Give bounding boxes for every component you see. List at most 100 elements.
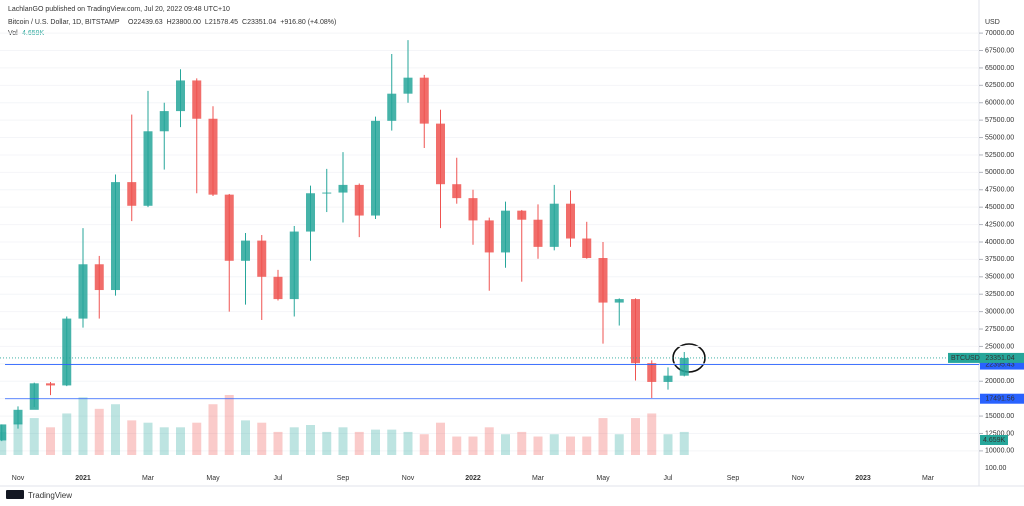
candle-body — [127, 182, 137, 206]
brand-logo — [6, 490, 24, 499]
candle-body — [582, 238, 592, 259]
y-tick-label: 15000.00 — [985, 413, 1014, 420]
candle-body — [273, 276, 283, 300]
volume-bar — [208, 404, 218, 455]
volume-bar — [647, 413, 657, 455]
volume-bar — [679, 431, 689, 455]
y-tick-label: 57500.00 — [985, 117, 1014, 124]
candle-body — [0, 424, 7, 441]
candle-body — [241, 240, 250, 261]
last-price-name: BTCUSD — [951, 355, 980, 362]
volume-bar — [127, 420, 137, 455]
price-tag-label: 22395.43 — [985, 361, 1014, 368]
candle-body — [94, 264, 104, 291]
publisher: LachlanGO published on TradingView.com, … — [8, 6, 230, 13]
y-tick-label: 27500.00 — [985, 326, 1014, 333]
candle-body — [46, 383, 55, 386]
candle-body — [257, 240, 267, 277]
brand: TradingView — [28, 491, 72, 500]
candle-body — [13, 409, 23, 425]
ohlc-value: +916.80 (+4.08%) — [280, 19, 336, 26]
y-tick-label: 65000.00 — [985, 65, 1014, 72]
y-tick-label: 47500.00 — [985, 187, 1014, 194]
candle-body — [419, 77, 429, 124]
volume-bar — [46, 427, 55, 455]
y-tick-label: 55000.00 — [985, 134, 1014, 141]
volume-bar — [582, 436, 592, 455]
currency: USD — [985, 19, 1000, 26]
y-tick-label: 12500.00 — [985, 430, 1014, 437]
volume-bar — [78, 397, 88, 455]
x-tick-label: Jul — [664, 475, 673, 482]
candle-body — [306, 193, 315, 232]
volume-bar — [289, 427, 299, 455]
volume-bar — [614, 434, 624, 455]
volume-bar — [176, 427, 185, 455]
last-price-value: 23351.04 — [985, 355, 1014, 362]
candle-body — [549, 203, 559, 247]
volume-bar — [111, 404, 120, 455]
candle-body — [663, 375, 673, 382]
x-tick-label: Jul — [274, 475, 283, 482]
y-tick-label: 37500.00 — [985, 256, 1014, 263]
candle-body — [224, 194, 234, 261]
x-tick-label: May — [596, 475, 610, 482]
candle-body — [322, 192, 332, 194]
volume-bar — [306, 425, 315, 455]
candle-body — [29, 383, 39, 410]
y-tick-label: 40000.00 — [985, 239, 1014, 246]
volume-bar — [241, 420, 250, 455]
ohlc-value: H23800.00 — [167, 19, 201, 26]
y-tick-label: 35000.00 — [985, 274, 1014, 281]
volume-bar — [549, 434, 559, 455]
candle-body — [143, 131, 153, 206]
volume-tag-label: 4.659K — [983, 437, 1006, 444]
volume-bar — [257, 422, 267, 455]
volume-bar — [224, 395, 234, 455]
volume-bar — [598, 418, 608, 455]
volume-bar — [338, 427, 348, 455]
volume-bar — [468, 436, 478, 455]
price-tag-label: 17491.56 — [985, 396, 1014, 403]
volume-bar — [484, 427, 494, 455]
x-tick-label: Mar — [532, 475, 545, 482]
y-tick-label: 45000.00 — [985, 204, 1014, 211]
price-tag — [980, 359, 1024, 370]
candle-body — [501, 210, 510, 253]
candle-body — [452, 184, 462, 199]
volume-bar — [452, 436, 462, 455]
volume-bar — [403, 431, 413, 455]
volume-bar — [13, 422, 23, 455]
x-tick-label: 2021 — [75, 475, 91, 482]
candle-body — [614, 299, 624, 303]
x-tick-label: Nov — [12, 475, 25, 482]
ohlc-value: O22439.63 — [128, 19, 163, 26]
y-tick-label: 62500.00 — [985, 82, 1014, 89]
ohlc-value: C23351.04 — [242, 19, 276, 26]
y-tick-label: 50000.00 — [985, 169, 1014, 176]
volume-bar — [387, 429, 397, 455]
x-tick-label: May — [206, 475, 220, 482]
y-tick-label: 25000.00 — [985, 343, 1014, 350]
price-tag — [980, 393, 1024, 404]
volume-tag — [980, 435, 1008, 445]
candle-body — [566, 203, 575, 239]
volume-bar — [501, 434, 510, 455]
volume-bar — [436, 422, 445, 455]
y-tick-label: 32500.00 — [985, 291, 1014, 298]
volume-bar — [663, 434, 673, 455]
volume-bar — [159, 427, 169, 455]
candle-body — [647, 363, 657, 382]
y-tick-label: 42500.00 — [985, 221, 1014, 228]
y-tick-label: 20000.00 — [985, 378, 1014, 385]
volume-bar — [419, 434, 429, 455]
candle-body — [468, 198, 478, 221]
candle-body — [387, 93, 397, 121]
candle-body — [289, 231, 299, 300]
volume-bar — [94, 408, 104, 455]
x-tick-label: Mar — [922, 475, 935, 482]
x-tick-label: Mar — [142, 475, 155, 482]
volume-bar — [566, 436, 575, 455]
candle-body — [159, 111, 169, 132]
